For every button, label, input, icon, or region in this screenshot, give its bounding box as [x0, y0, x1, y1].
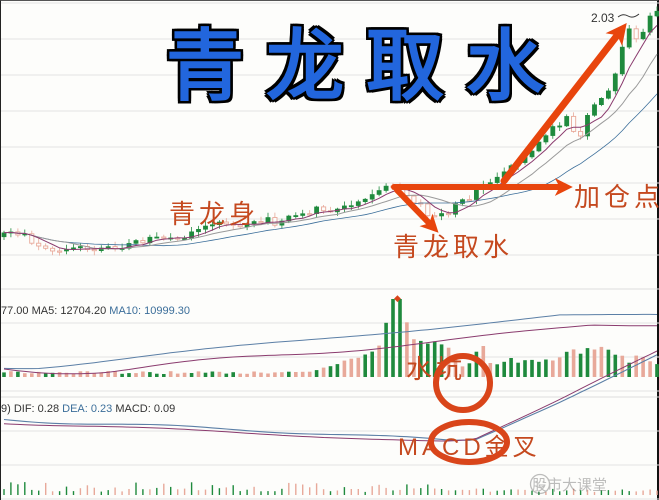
- svg-text:◆: ◆: [394, 293, 401, 303]
